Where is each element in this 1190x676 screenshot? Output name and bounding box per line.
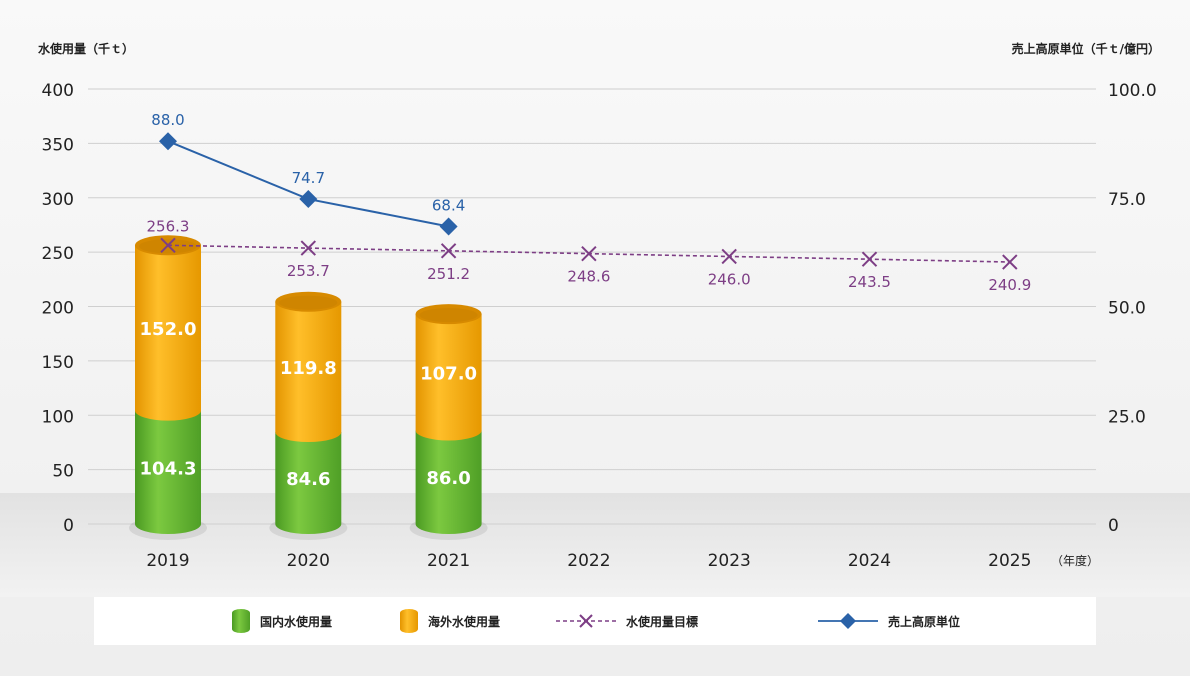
bar-domestic bbox=[415, 430, 482, 534]
target-label: 251.2 bbox=[427, 265, 470, 283]
x-tick-label: 2024 bbox=[848, 551, 891, 571]
target-point: 256.3 bbox=[147, 217, 190, 253]
intensity-label: 74.7 bbox=[292, 169, 325, 187]
target-marker-stroke bbox=[300, 240, 317, 256]
legend-item-domestic: 国内水使用量 bbox=[232, 597, 332, 645]
target-label: 253.7 bbox=[287, 262, 330, 280]
target-point: 243.5 bbox=[848, 251, 891, 291]
x-axis-unit-label: （年度） bbox=[1051, 553, 1099, 568]
bar-label-overseas: 152.0 bbox=[140, 319, 197, 340]
legend-item-intensity: 売上高原単位 bbox=[818, 597, 960, 645]
right-tick-label: 50.0 bbox=[1108, 299, 1146, 319]
legend-item-overseas: 海外水使用量 bbox=[400, 597, 500, 645]
target-marker-stroke bbox=[1002, 254, 1018, 270]
target-label: 256.3 bbox=[147, 217, 190, 235]
left-tick-label: 250 bbox=[42, 244, 74, 264]
right-tick-label: 75.0 bbox=[1108, 190, 1146, 210]
target-label: 240.9 bbox=[988, 276, 1031, 294]
intensity-label: 68.4 bbox=[432, 196, 465, 214]
legend-swatch-intensity bbox=[818, 613, 878, 629]
left-tick-label: 100 bbox=[42, 407, 74, 427]
x-tick-label: 2025 bbox=[988, 551, 1031, 571]
bar-domestic bbox=[275, 431, 342, 534]
bar-stack: 84.6 119.8 bbox=[269, 291, 348, 540]
bar-top-cap-inner bbox=[279, 295, 338, 310]
left-tick-label: 150 bbox=[42, 353, 74, 373]
bar-domestic bbox=[135, 410, 201, 534]
intensity-point bbox=[299, 190, 318, 209]
legend-swatch-domestic bbox=[232, 609, 250, 633]
bar-overseas bbox=[415, 314, 482, 441]
bar-label-domestic: 84.6 bbox=[286, 469, 330, 490]
legend: 国内水使用量 海外水使用量 水使用量目標 売上高原単位 bbox=[94, 597, 1096, 645]
target-label: 243.5 bbox=[848, 273, 891, 291]
x-tick-label: 2021 bbox=[427, 551, 470, 571]
legend-swatch-target bbox=[556, 614, 616, 628]
intensity-point bbox=[439, 217, 458, 236]
legend-item-target: 水使用量目標 bbox=[556, 597, 698, 645]
left-tick-label: 200 bbox=[42, 299, 74, 319]
bar-label-overseas: 119.8 bbox=[280, 358, 337, 379]
left-tick-label: 400 bbox=[42, 81, 74, 101]
legend-label-domestic: 国内水使用量 bbox=[260, 614, 333, 629]
bar-label-domestic: 104.3 bbox=[140, 458, 197, 479]
legend-swatch-overseas bbox=[400, 609, 418, 633]
x-tick-label: 2022 bbox=[567, 551, 610, 571]
legend-label-target: 水使用量目標 bbox=[626, 614, 699, 629]
right-axis-title: 売上高原単位（千ｔ/億円） bbox=[1011, 42, 1160, 56]
left-tick-label: 50 bbox=[52, 462, 74, 482]
bar-label-overseas: 107.0 bbox=[420, 363, 477, 384]
bar-stack: 86.0 107.0 bbox=[409, 304, 488, 540]
bar-top-cap-inner bbox=[419, 308, 478, 323]
x-tick-label: 2023 bbox=[708, 551, 751, 571]
intensity-point bbox=[159, 132, 177, 151]
target-label: 246.0 bbox=[708, 270, 751, 288]
x-tick-label: 2020 bbox=[287, 551, 330, 571]
target-point: 251.2 bbox=[427, 243, 470, 283]
left-tick-label: 350 bbox=[42, 135, 74, 155]
target-marker-stroke bbox=[581, 245, 597, 262]
target-point: 246.0 bbox=[708, 248, 751, 288]
right-tick-label: 100.0 bbox=[1108, 81, 1157, 101]
bar-stack: 104.3 152.0 bbox=[129, 235, 207, 540]
right-tick-label: 25.0 bbox=[1108, 407, 1146, 427]
x-tick-label: 2019 bbox=[146, 551, 189, 571]
target-marker-stroke bbox=[160, 237, 176, 253]
target-point: 253.7 bbox=[287, 240, 330, 280]
bar-overseas bbox=[275, 301, 342, 442]
right-tick-label: 0 bbox=[1108, 516, 1119, 536]
target-point: 240.9 bbox=[988, 254, 1031, 294]
bar-label-domestic: 86.0 bbox=[426, 468, 470, 489]
left-tick-label: 300 bbox=[42, 190, 74, 210]
target-point: 248.6 bbox=[567, 245, 610, 286]
legend-label-intensity: 売上高原単位 bbox=[888, 614, 961, 629]
intensity-label: 88.0 bbox=[151, 111, 184, 129]
target-marker-stroke bbox=[721, 248, 737, 265]
target-marker-stroke bbox=[440, 243, 457, 259]
bar-overseas bbox=[135, 245, 201, 421]
left-axis-title: 水使用量（千ｔ） bbox=[38, 42, 135, 56]
left-tick-label: 0 bbox=[63, 516, 74, 536]
target-label: 248.6 bbox=[567, 268, 610, 286]
target-marker-stroke bbox=[861, 251, 878, 267]
legend-label-overseas: 海外水使用量 bbox=[428, 614, 501, 629]
